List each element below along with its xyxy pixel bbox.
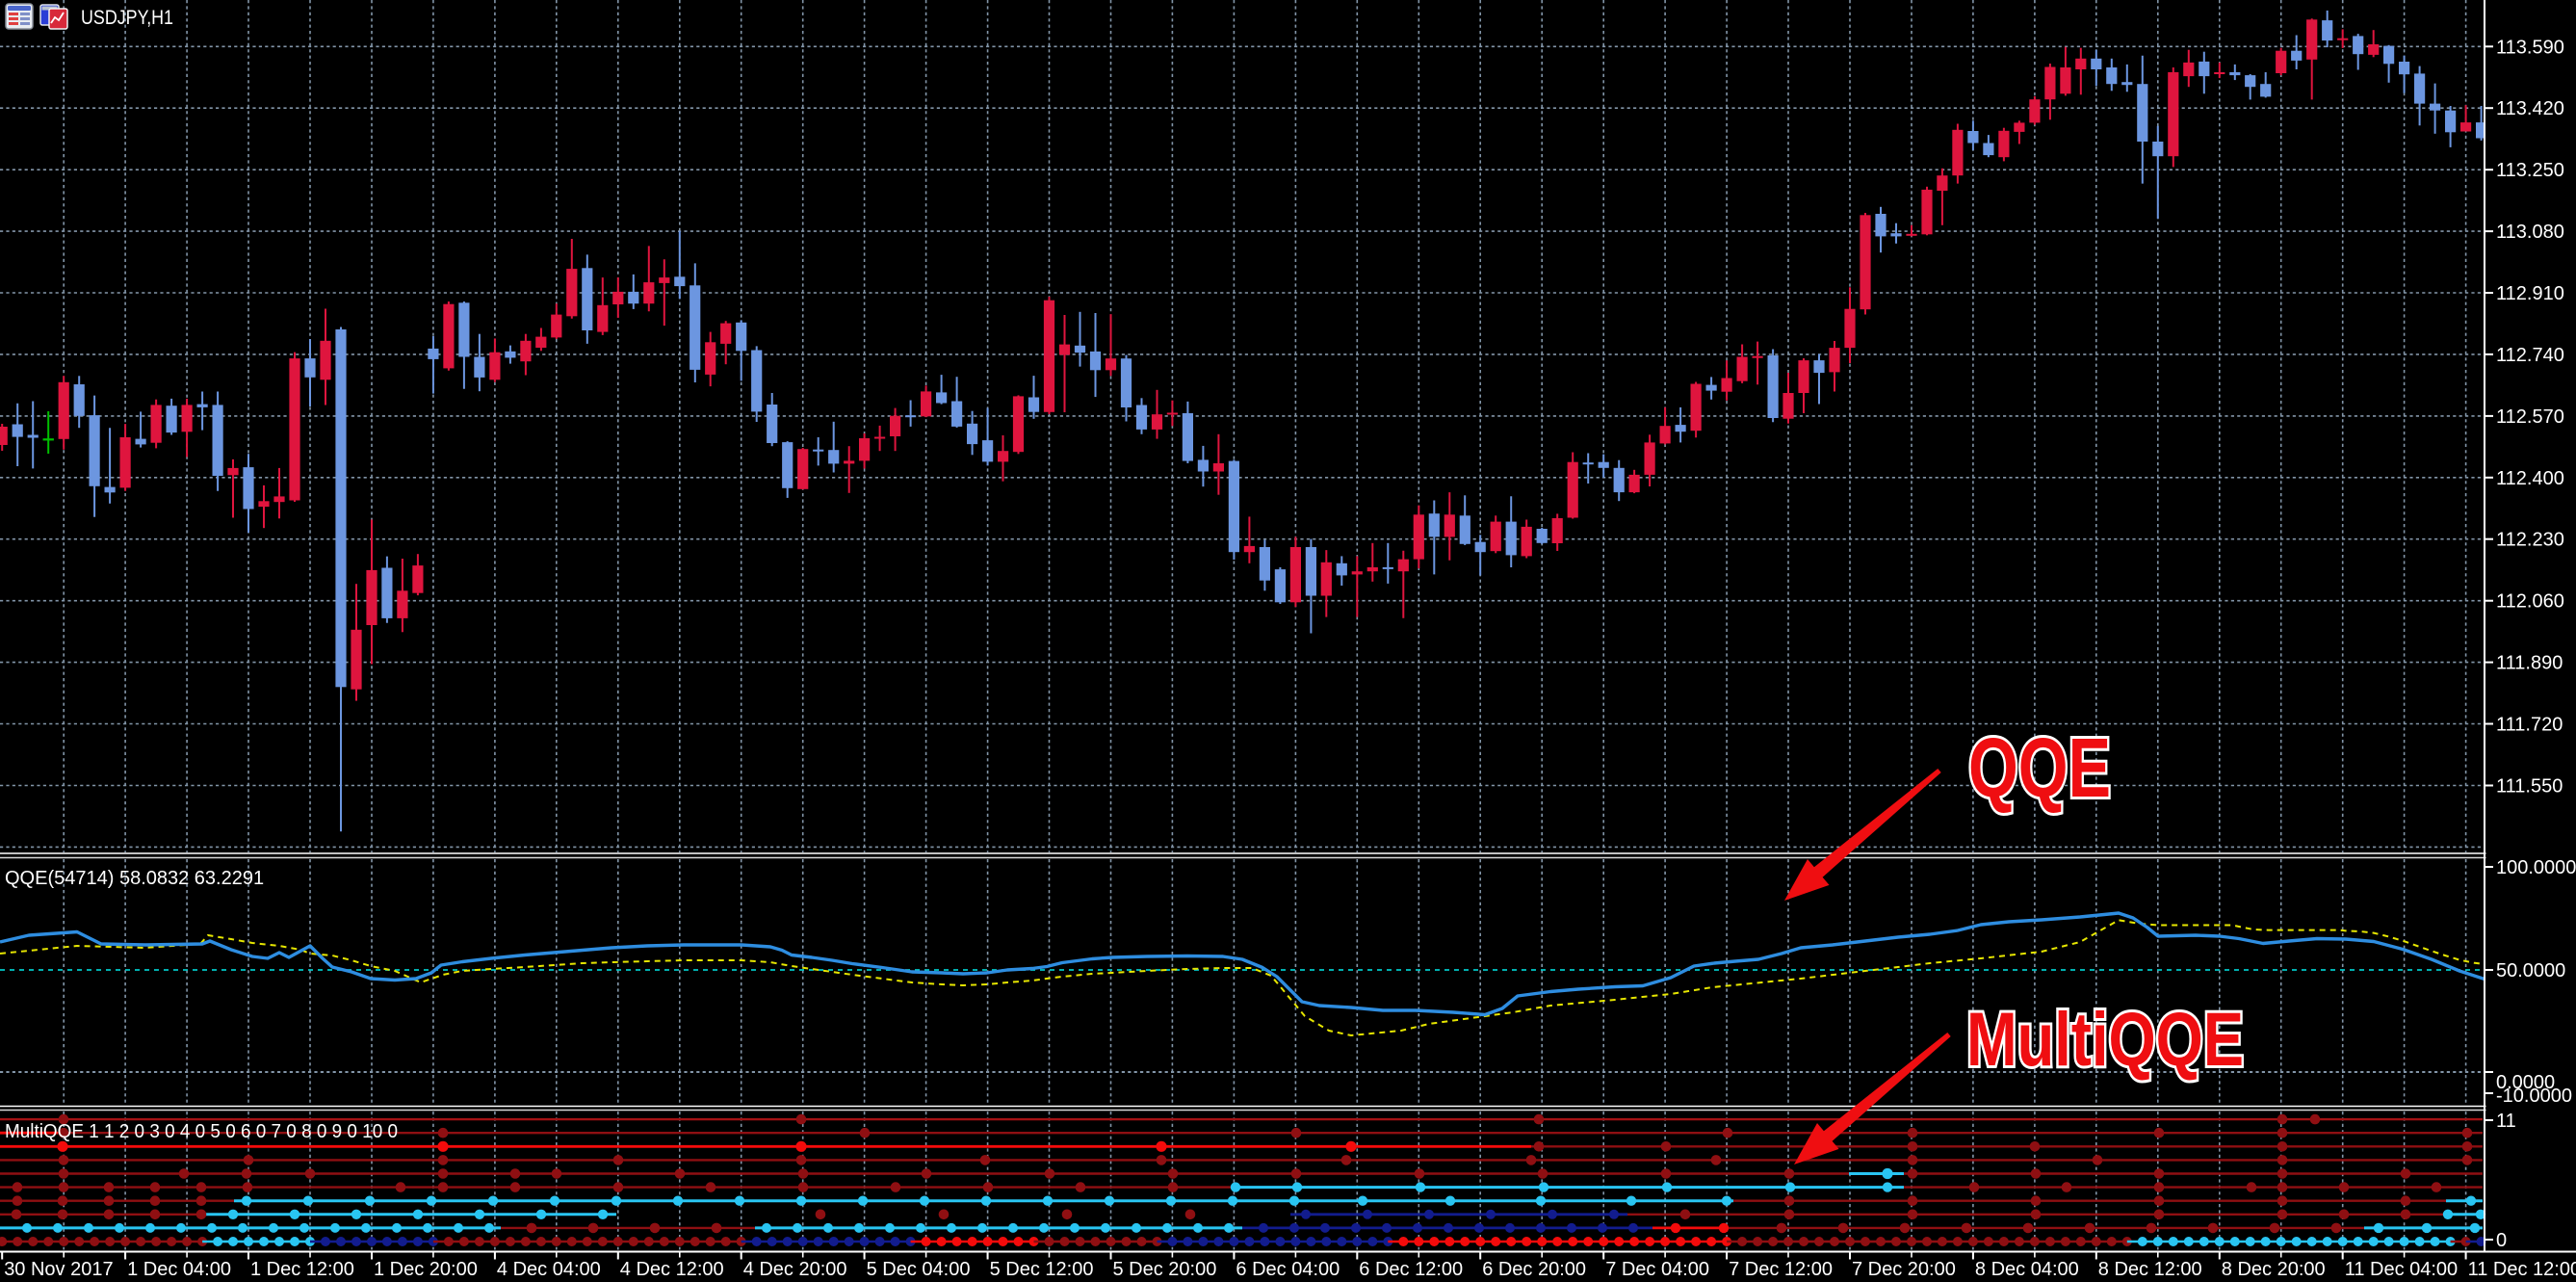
svg-text:QQE(54714) 58.0832 63.2291: QQE(54714) 58.0832 63.2291 bbox=[5, 868, 264, 889]
svg-text:-10.0000: -10.0000 bbox=[2496, 1086, 2572, 1107]
svg-text:113.080: 113.080 bbox=[2496, 222, 2564, 243]
svg-text:1 Dec 20:00: 1 Dec 20:00 bbox=[374, 1259, 478, 1280]
svg-text:113.590: 113.590 bbox=[2496, 37, 2564, 58]
svg-text:7 Dec 04:00: 7 Dec 04:00 bbox=[1605, 1259, 1709, 1280]
svg-text:4 Dec 20:00: 4 Dec 20:00 bbox=[743, 1259, 847, 1280]
svg-text:4 Dec 04:00: 4 Dec 04:00 bbox=[497, 1259, 601, 1280]
svg-text:0.0000: 0.0000 bbox=[2496, 1072, 2555, 1093]
svg-text:1 Dec 12:00: 1 Dec 12:00 bbox=[250, 1259, 354, 1280]
svg-text:30 Nov 2017: 30 Nov 2017 bbox=[4, 1259, 113, 1280]
svg-text:100.0000: 100.0000 bbox=[2496, 857, 2576, 878]
svg-text:1 Dec 04:00: 1 Dec 04:00 bbox=[127, 1259, 231, 1280]
svg-text:MultiQQE: MultiQQE bbox=[1966, 996, 2244, 1082]
svg-text:112.400: 112.400 bbox=[2496, 468, 2564, 489]
svg-text:111.890: 111.890 bbox=[2496, 653, 2563, 674]
svg-text:USDJPY,H1: USDJPY,H1 bbox=[81, 7, 173, 29]
svg-text:112.740: 112.740 bbox=[2496, 345, 2564, 366]
svg-text:11: 11 bbox=[2496, 1111, 2516, 1132]
svg-text:112.570: 112.570 bbox=[2496, 406, 2564, 428]
svg-text:0: 0 bbox=[2496, 1230, 2507, 1251]
svg-text:113.420: 113.420 bbox=[2496, 98, 2564, 119]
svg-text:8 Dec 20:00: 8 Dec 20:00 bbox=[2222, 1259, 2326, 1280]
svg-text:50.0000: 50.0000 bbox=[2496, 960, 2565, 981]
svg-text:111.550: 111.550 bbox=[2496, 776, 2563, 798]
svg-text:5 Dec 12:00: 5 Dec 12:00 bbox=[990, 1259, 1094, 1280]
svg-text:11 Dec 04:00: 11 Dec 04:00 bbox=[2345, 1259, 2459, 1280]
svg-text:7 Dec 20:00: 7 Dec 20:00 bbox=[1852, 1259, 1956, 1280]
svg-text:5 Dec 20:00: 5 Dec 20:00 bbox=[1113, 1259, 1217, 1280]
svg-text:MultiQQE 1 1 2 0 3 0 4 0 5 0 6: MultiQQE 1 1 2 0 3 0 4 0 5 0 6 0 7 0 8 0… bbox=[5, 1121, 398, 1142]
svg-text:113.250: 113.250 bbox=[2496, 160, 2564, 181]
svg-text:112.060: 112.060 bbox=[2496, 591, 2564, 613]
svg-text:112.230: 112.230 bbox=[2496, 530, 2564, 551]
svg-text:6 Dec 04:00: 6 Dec 04:00 bbox=[1236, 1259, 1340, 1280]
svg-text:5 Dec 04:00: 5 Dec 04:00 bbox=[867, 1259, 971, 1280]
svg-text:11 Dec 12:00: 11 Dec 12:00 bbox=[2468, 1259, 2576, 1280]
svg-text:8 Dec 04:00: 8 Dec 04:00 bbox=[1975, 1259, 2079, 1280]
svg-text:111.720: 111.720 bbox=[2496, 715, 2563, 736]
svg-text:8 Dec 12:00: 8 Dec 12:00 bbox=[2098, 1259, 2202, 1280]
svg-text:QQE: QQE bbox=[1968, 721, 2111, 815]
svg-text:6 Dec 20:00: 6 Dec 20:00 bbox=[1482, 1259, 1586, 1280]
svg-text:112.910: 112.910 bbox=[2496, 283, 2564, 304]
svg-text:7 Dec 12:00: 7 Dec 12:00 bbox=[1729, 1259, 1833, 1280]
svg-text:4 Dec 12:00: 4 Dec 12:00 bbox=[620, 1259, 724, 1280]
svg-text:6 Dec 12:00: 6 Dec 12:00 bbox=[1359, 1259, 1463, 1280]
